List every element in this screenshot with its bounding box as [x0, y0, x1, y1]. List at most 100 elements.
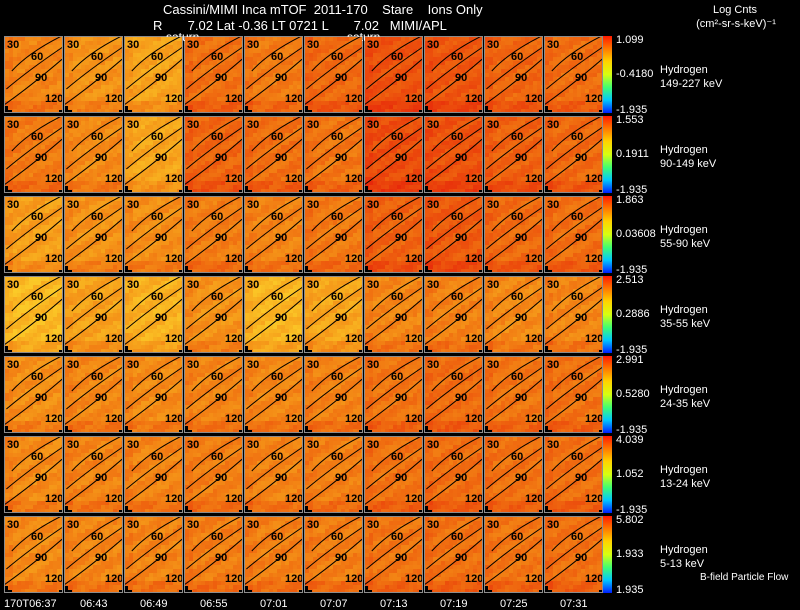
pitch-angle-label: 90 [515, 312, 527, 324]
tile-cross-mark [419, 430, 423, 433]
tile-cross-mark [59, 510, 63, 513]
tile-cross-mark [185, 586, 188, 593]
energy-range: 24-35 keV [660, 397, 710, 411]
pitch-angle-label: 120 [165, 493, 183, 505]
tile-cross-mark [359, 350, 363, 353]
tile-cross-mark [362, 426, 363, 433]
tile-cross-mark [422, 346, 423, 353]
pitch-angle-label: 120 [345, 173, 363, 185]
tile-cross-mark [362, 506, 363, 513]
pitch-angle-label: 30 [547, 199, 559, 211]
tile-cross-mark [542, 586, 543, 593]
tile-cross-mark [425, 106, 428, 113]
tile-cross-mark [5, 106, 8, 113]
time-tick: 170T06:37 [4, 598, 57, 610]
pitch-angle-label: 60 [331, 451, 343, 463]
pitch-angle-label: 30 [67, 39, 79, 51]
tile-cross-mark [485, 586, 488, 593]
tile-cross-mark [305, 506, 308, 513]
energy-range: 90-149 keV [660, 157, 716, 171]
tile-cross-mark [245, 106, 248, 113]
pitch-angle-label: 60 [91, 291, 103, 303]
tile-cross-mark [245, 506, 248, 513]
tile-cross-mark [485, 266, 488, 273]
pitch-angle-label: 30 [7, 199, 19, 211]
pitch-angle-label: 90 [395, 392, 407, 404]
pitch-angle-label: 60 [91, 51, 103, 63]
pitch-angle-label: 60 [451, 131, 463, 143]
pitch-angle-label: 30 [547, 359, 559, 371]
tile-cross-mark [299, 590, 303, 593]
pitch-angle-label: 90 [455, 232, 467, 244]
tile-cross-mark [545, 346, 548, 353]
pitch-angle-label: 120 [345, 573, 363, 585]
tile-cross-mark [305, 106, 308, 113]
tile-cross-mark [59, 590, 63, 593]
pitch-angle-label: 90 [395, 72, 407, 84]
pitch-angle-label: 60 [271, 371, 283, 383]
pitch-angle-label: 30 [427, 199, 439, 211]
tile-cross-mark [59, 350, 63, 353]
pitch-angle-label: 120 [45, 253, 63, 265]
pitch-angle-label: 60 [271, 51, 283, 63]
pitch-angle-label: 60 [211, 131, 223, 143]
tile-cross-mark [425, 426, 428, 433]
tile-cross-mark [365, 106, 368, 113]
pitch-angle-label: 120 [105, 93, 123, 105]
tile-cross-mark [59, 190, 63, 193]
pitch-angle-label: 90 [35, 472, 47, 484]
tile-cross-mark [422, 426, 423, 433]
tile-cross-mark [242, 586, 243, 593]
pitch-angle-label: 60 [151, 211, 163, 223]
pitch-angle-label: 120 [105, 173, 123, 185]
pitch-angle-label: 60 [391, 451, 403, 463]
tile-cross-mark [419, 110, 423, 113]
pitch-angle-label: 30 [247, 279, 259, 291]
pitch-angle-label: 60 [271, 531, 283, 543]
pitch-angle-label: 30 [367, 119, 379, 131]
tile-cross-mark [245, 186, 248, 193]
pitch-angle-label: 120 [165, 413, 183, 425]
pitch-angle-label: 120 [585, 253, 603, 265]
energy-range: 149-227 keV [660, 77, 722, 91]
tile-cross-mark [65, 426, 68, 433]
pitch-angle-label: 60 [511, 291, 523, 303]
pitch-angle-label: 120 [525, 573, 543, 585]
pitch-angle-label: 30 [427, 119, 439, 131]
tile-cross-mark [302, 106, 303, 113]
pitch-angle-label: 60 [331, 371, 343, 383]
tile-cross-mark [419, 510, 423, 513]
tile-cross-mark [245, 346, 248, 353]
tile-cross-mark [299, 510, 303, 513]
pitch-angle-label: 60 [511, 451, 523, 463]
pitch-angle-label: 30 [307, 519, 319, 531]
pitch-angle-label: 120 [165, 173, 183, 185]
pitch-angle-label: 120 [525, 413, 543, 425]
pitch-angle-label: 90 [455, 72, 467, 84]
pitch-angle-label: 60 [451, 211, 463, 223]
tile-cross-mark [119, 190, 123, 193]
pitch-angle-label: 90 [335, 312, 347, 324]
pitch-angle-label: 90 [515, 152, 527, 164]
tile-cross-mark [362, 266, 363, 273]
tile-cross-mark [539, 510, 543, 513]
tile-cross-mark [125, 106, 128, 113]
